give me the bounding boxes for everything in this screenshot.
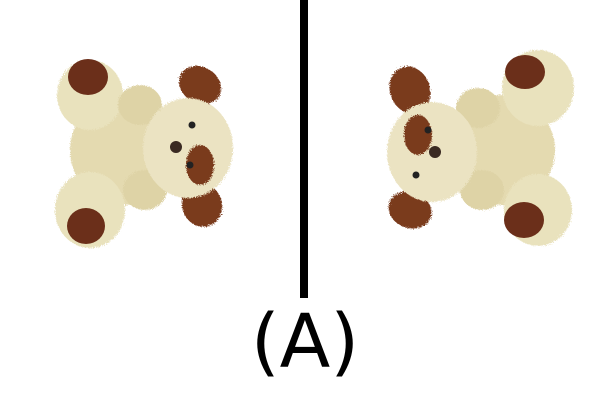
right-image-panel — [360, 40, 600, 260]
teddy-bear-left-icon — [55, 59, 233, 248]
divider-line — [300, 0, 308, 298]
figure-caption: (A) — [250, 299, 360, 385]
left-image-panel — [40, 40, 280, 260]
teddy-bear-right-icon — [387, 50, 574, 246]
